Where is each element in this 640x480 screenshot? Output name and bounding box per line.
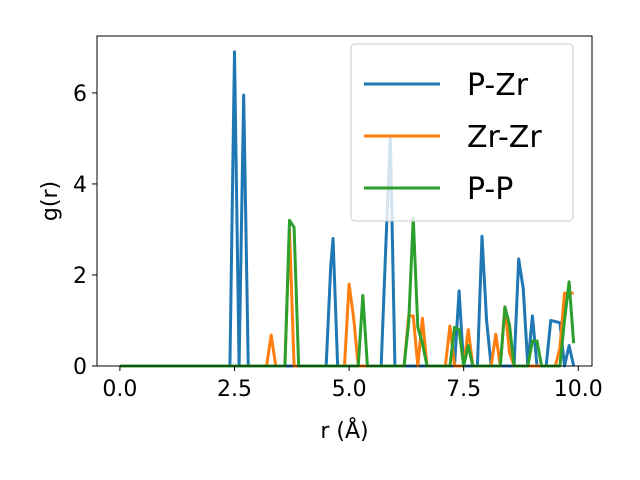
- y-tick-label: 0: [73, 355, 87, 380]
- y-tick-label: 6: [73, 82, 87, 107]
- y-axis: 0 2 4 6: [73, 82, 97, 380]
- y-axis-label: g(r): [38, 181, 63, 221]
- legend-box: [350, 43, 574, 222]
- plot-frame: [96, 35, 593, 367]
- x-tick-label: 5.0: [332, 377, 367, 402]
- x-axis-label: r (Å): [320, 417, 368, 444]
- x-axis: 0.0 2.5 5.0 7.5 10.0: [102, 366, 603, 402]
- y-tick-label: 2: [73, 264, 87, 289]
- series-line-zr-zr: [119, 227, 574, 368]
- x-tick-label: 2.5: [217, 377, 252, 402]
- series-line-p-p: [119, 216, 576, 368]
- legend-label-zr-zr: Zr-Zr: [467, 120, 542, 155]
- x-tick-label: 7.5: [446, 377, 481, 402]
- legend-label-p-zr: P-Zr: [467, 68, 529, 103]
- x-tick-label: 10.0: [554, 377, 603, 402]
- x-tick-label: 0.0: [102, 377, 137, 402]
- y-tick-label: 4: [73, 173, 87, 198]
- legend-label-p-p: P-P: [467, 172, 513, 207]
- legend: P-Zr Zr-Zr P-P: [350, 43, 574, 222]
